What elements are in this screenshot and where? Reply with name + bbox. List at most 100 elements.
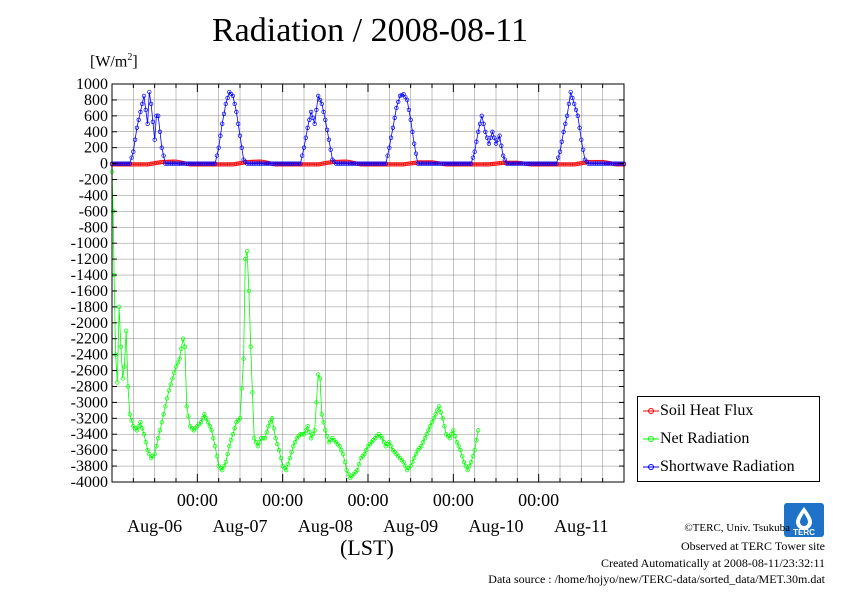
data-point [307, 430, 312, 435]
x-axis-label: (LST) [340, 535, 394, 560]
data-point [264, 430, 269, 435]
data-point [182, 344, 188, 349]
data-point [289, 450, 294, 455]
data-point [177, 356, 182, 361]
data-point [438, 410, 444, 415]
data-point [161, 412, 166, 417]
data-point [426, 428, 431, 433]
data-point [225, 95, 230, 101]
data-point [211, 161, 216, 166]
data-point [131, 149, 136, 154]
data-point [316, 93, 321, 99]
y-axis-unit: [W/m2] [90, 52, 138, 71]
data-point [138, 420, 143, 425]
data-point [275, 442, 280, 447]
y-tick-label: -600 [79, 203, 108, 220]
data-point [147, 89, 152, 95]
data-point [179, 346, 184, 351]
legend: Soil Heat Flux Net Radiation Shortwave R… [637, 396, 820, 482]
data-point [559, 139, 564, 144]
data-point [120, 376, 125, 381]
data-point [323, 117, 328, 122]
data-point [136, 424, 141, 429]
data-point [470, 453, 476, 459]
data-point [300, 153, 305, 158]
data-point [342, 459, 348, 465]
series-net-radiation [109, 169, 481, 481]
data-point [209, 428, 214, 433]
data-point [470, 155, 476, 160]
legend-label-soil: Soil Heat Flux [660, 402, 754, 419]
data-point [492, 135, 497, 140]
data-point [308, 109, 314, 115]
data-point [134, 125, 140, 130]
legend-item-net-radiation: Net Radiation [638, 429, 819, 449]
data-point [237, 416, 243, 421]
y-tick-label: -3600 [71, 442, 108, 459]
credit-observed: Observed at TERC Tower site [680, 539, 825, 553]
data-point [458, 448, 463, 453]
data-point [156, 113, 161, 118]
data-point [392, 115, 397, 120]
data-point [404, 97, 410, 103]
data-point [221, 111, 227, 116]
data-point [152, 137, 157, 142]
data-point [212, 161, 218, 166]
data-point [305, 424, 310, 429]
data-point [172, 370, 177, 375]
data-point [138, 109, 143, 115]
data-point [476, 428, 481, 433]
data-point [381, 161, 387, 166]
data-point [250, 390, 255, 395]
data-point [556, 155, 561, 160]
credit-copyright: ©TERC, Univ. Tsukuba [684, 522, 790, 534]
data-point [163, 404, 168, 409]
data-point [316, 372, 321, 377]
data-point [168, 382, 173, 387]
data-point [154, 113, 159, 118]
data-point [321, 109, 326, 115]
y-tick-label: -2600 [71, 363, 108, 380]
y-tick-label: -1600 [71, 283, 108, 300]
data-point [579, 137, 584, 142]
data-point [212, 444, 218, 449]
data-point [568, 89, 573, 95]
data-point [474, 438, 479, 443]
data-point [483, 129, 488, 134]
x-time-label: 00:00 [518, 490, 559, 510]
data-point [285, 461, 291, 467]
data-point [312, 428, 317, 433]
data-point [412, 455, 417, 461]
data-point [356, 461, 362, 467]
data-point [166, 388, 172, 393]
data-point [223, 101, 228, 107]
data-point [433, 412, 438, 417]
data-point [170, 376, 175, 381]
data-point [570, 95, 575, 101]
data-point [129, 155, 134, 160]
data-point [456, 444, 461, 449]
y-tick-label: -3200 [71, 410, 108, 427]
y-tick-label: -1800 [71, 299, 108, 316]
data-point [552, 161, 557, 166]
terc-logo: TERC [784, 503, 824, 537]
chart-title: Radiation / 2008-08-11 [211, 12, 529, 49]
y-tick-label: -3000 [71, 394, 108, 411]
y-tick-label: -2200 [71, 331, 108, 348]
data-point [141, 93, 147, 99]
data-point [255, 444, 260, 449]
data-point [127, 161, 132, 166]
data-point [260, 436, 266, 441]
data-point [323, 428, 328, 433]
data-point [186, 414, 191, 419]
y-tick-label: 600 [84, 108, 108, 125]
data-point [232, 426, 237, 431]
data-point [388, 135, 394, 140]
data-point [257, 440, 262, 445]
data-point [211, 436, 216, 441]
y-tick-label: -2800 [71, 378, 108, 395]
data-point [148, 101, 154, 107]
data-point [317, 376, 323, 381]
legend-marker-soil [643, 408, 659, 414]
